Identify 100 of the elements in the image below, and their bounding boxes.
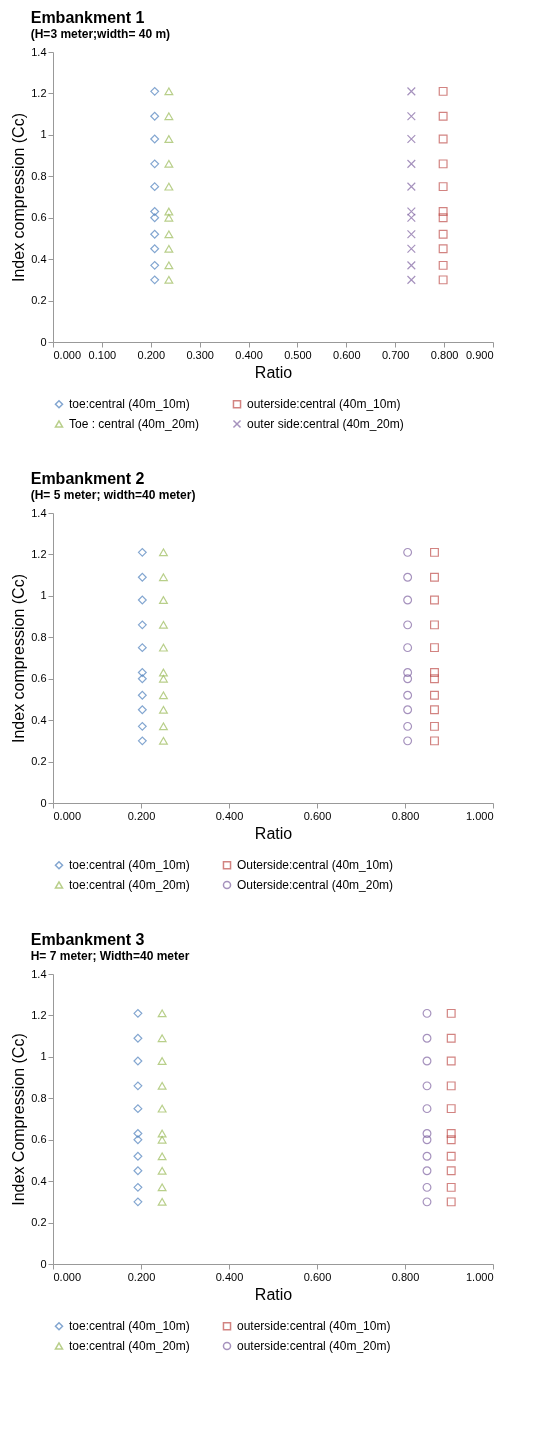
x-tick-label: 0.200 bbox=[127, 1270, 156, 1283]
point bbox=[438, 182, 448, 192]
y-tick-label: 1 bbox=[40, 1050, 47, 1063]
legend-label: toe:central (40m_10m) bbox=[69, 397, 190, 412]
point bbox=[150, 86, 160, 96]
chart-title: Embankment 1 bbox=[30, 9, 145, 26]
point bbox=[438, 159, 448, 169]
legend-label: toe:central (40m_20m) bbox=[69, 878, 190, 892]
y-tick-label: 0 bbox=[40, 796, 47, 809]
y-tick-label: 0.6 bbox=[31, 211, 47, 224]
y-tick-label: 1.4 bbox=[31, 45, 47, 58]
point bbox=[438, 275, 448, 285]
y-tick-label: 1.2 bbox=[31, 1008, 47, 1021]
x-tick-label: 0.500 bbox=[284, 348, 312, 361]
y-tick-label: 0.2 bbox=[31, 755, 47, 768]
x-tick-label: 0.400 bbox=[215, 809, 244, 822]
point bbox=[164, 159, 174, 168]
point bbox=[164, 87, 174, 96]
x-tick-label: 0.300 bbox=[186, 348, 214, 361]
legend-label: Outerside:central (40m_20m) bbox=[237, 878, 394, 892]
legend-label: outerside:central (40m_10m) bbox=[247, 397, 401, 412]
point bbox=[406, 260, 416, 270]
point bbox=[164, 275, 174, 284]
point bbox=[164, 261, 174, 270]
point bbox=[406, 275, 416, 285]
y-tick-label: 0.4 bbox=[31, 1174, 47, 1187]
chart-title: Embankment 3 bbox=[30, 931, 145, 948]
point bbox=[164, 244, 174, 253]
x-axis-title: Ratio bbox=[254, 363, 293, 381]
x-tick-label: 0.800 bbox=[430, 348, 459, 361]
y-tick-label: 1.4 bbox=[31, 967, 47, 980]
x-tick-label: 0.000 bbox=[53, 809, 82, 822]
chart-subtitle: (H=3 meter;width= 40 m) bbox=[30, 27, 171, 41]
y-tick-label: 1.2 bbox=[31, 86, 47, 99]
x-tick-label: 0.100 bbox=[88, 348, 117, 361]
y-tick-label: 1.2 bbox=[31, 547, 47, 560]
point bbox=[150, 213, 160, 223]
point bbox=[150, 229, 160, 239]
y-axis-title: Index Compression (Cc) bbox=[10, 1033, 28, 1206]
point bbox=[164, 213, 174, 222]
point bbox=[150, 207, 160, 216]
point bbox=[438, 244, 448, 254]
x-tick-label: 0.800 bbox=[391, 809, 420, 822]
chart-title: Embankment 2 bbox=[30, 470, 145, 487]
x-tick-label: 0.400 bbox=[235, 348, 263, 361]
y-tick-label: 0.8 bbox=[31, 630, 47, 643]
legend-label: outer side:central (40m_20m) bbox=[247, 417, 404, 431]
point bbox=[164, 207, 174, 216]
x-tick-label: 0.600 bbox=[303, 1270, 332, 1283]
y-tick-label: 0.8 bbox=[31, 1091, 47, 1104]
y-tick-label: 0.8 bbox=[31, 169, 47, 182]
x-tick-label: 0.600 bbox=[333, 348, 361, 361]
point bbox=[406, 134, 416, 144]
y-tick-label: 0 bbox=[40, 1257, 47, 1270]
point bbox=[150, 275, 160, 285]
legend-label: toe:central (40m_10m) bbox=[69, 858, 190, 873]
x-tick-label: 0.800 bbox=[391, 1270, 420, 1283]
legend-label: outerside:central (40m_10m) bbox=[237, 1319, 391, 1334]
y-tick-label: 0.4 bbox=[31, 252, 47, 265]
y-tick-label: 0.4 bbox=[31, 713, 47, 726]
point bbox=[150, 159, 160, 169]
point bbox=[406, 182, 416, 192]
point bbox=[164, 112, 174, 121]
point bbox=[438, 86, 448, 96]
point bbox=[406, 86, 416, 96]
x-tick-label: 0.200 bbox=[127, 809, 156, 822]
x-tick-label: 1.000 bbox=[465, 1270, 494, 1283]
y-axis-title: Index compression (Cc) bbox=[10, 113, 28, 282]
point bbox=[406, 244, 416, 254]
point bbox=[438, 134, 448, 144]
x-axis-title: Ratio bbox=[254, 1285, 293, 1303]
x-tick-label: 0.700 bbox=[381, 348, 410, 361]
x-tick-label: 1.000 bbox=[465, 809, 494, 822]
x-tick-label: 0.900 bbox=[465, 348, 494, 361]
x-tick-label: 0.600 bbox=[303, 809, 332, 822]
point bbox=[150, 111, 160, 121]
y-tick-label: 1.4 bbox=[31, 506, 47, 519]
y-tick-label: 0.6 bbox=[31, 672, 47, 685]
point bbox=[406, 229, 416, 239]
x-tick-label: 0.200 bbox=[137, 348, 166, 361]
y-axis-title: Index compression (Cc) bbox=[10, 574, 28, 743]
y-tick-label: 0.2 bbox=[31, 294, 47, 307]
point bbox=[438, 229, 448, 239]
point bbox=[150, 260, 160, 270]
point bbox=[438, 260, 448, 270]
x-tick-label: 0.000 bbox=[53, 1270, 82, 1283]
x-axis-title: Ratio bbox=[254, 824, 293, 842]
point bbox=[164, 182, 174, 191]
point bbox=[438, 207, 448, 216]
legend-label: Toe : central (40m_20m) bbox=[69, 417, 200, 431]
legend-label: toe:central (40m_20m) bbox=[69, 1339, 190, 1353]
point bbox=[164, 135, 174, 143]
y-tick-label: 0.6 bbox=[31, 1133, 47, 1146]
point bbox=[150, 244, 160, 254]
y-tick-label: 0.2 bbox=[31, 1216, 47, 1229]
chart-subtitle: H= 7 meter; Width=40 meter bbox=[30, 949, 190, 963]
legend-label: toe:central (40m_10m) bbox=[69, 1319, 190, 1334]
y-tick-label: 1 bbox=[40, 589, 47, 602]
chart-subtitle: (H= 5 meter; width=40 meter) bbox=[30, 488, 196, 502]
x-tick-label: 0.400 bbox=[215, 1270, 244, 1283]
